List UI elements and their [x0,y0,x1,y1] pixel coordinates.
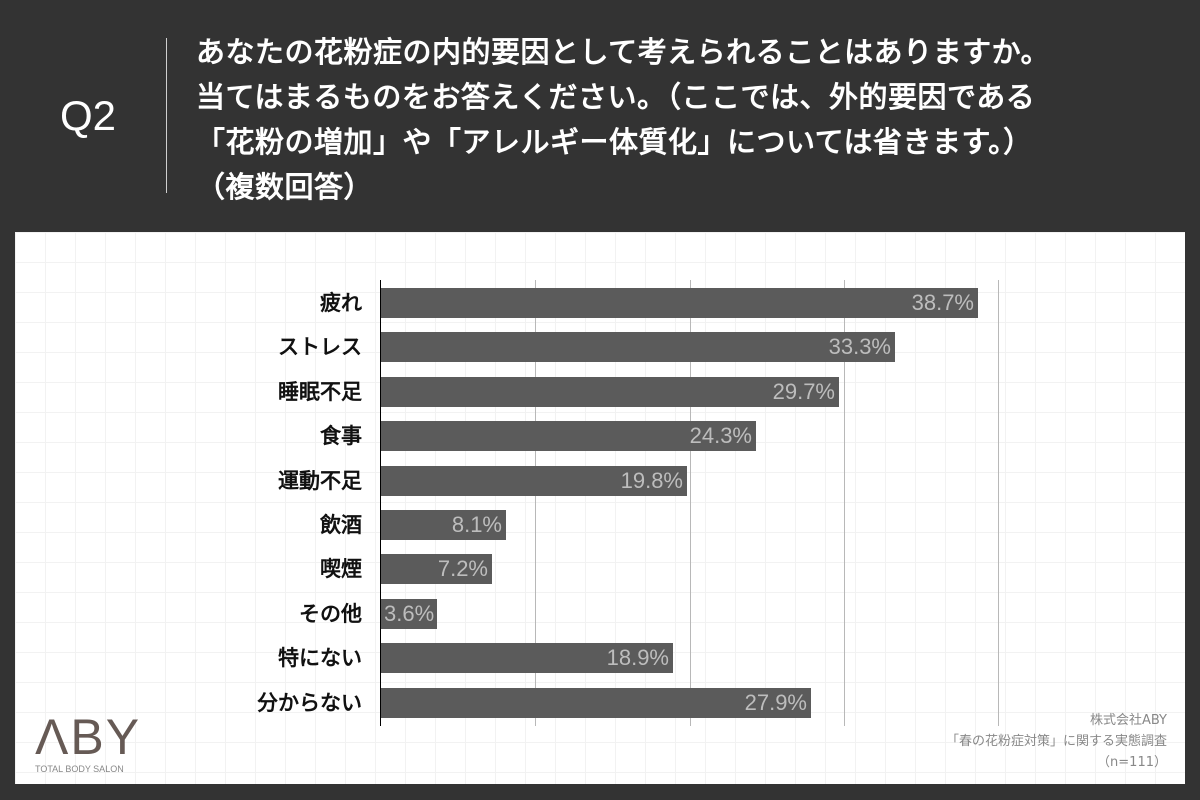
header-divider [166,38,167,193]
bar-value-label: 33.3% [828,334,891,359]
aby-logo: ΛBY TOTAL BODY SALON [35,712,141,774]
gridline [844,280,845,726]
bar-value-label: 27.9% [744,690,807,715]
source-sample: （n=111） [1097,755,1167,770]
category-label: 飲酒 [320,513,362,537]
category-label: 食事 [320,424,362,448]
source-company: 株式会社ABY [1089,713,1167,728]
question-line: 当てはまるものをお答えください。（ここでは、外的要因である [196,80,1036,114]
bar-value-label: 24.3% [689,423,752,448]
bar [381,554,492,584]
y-axis-line [380,280,381,726]
bar-value-label: 3.6% [384,601,435,626]
bar-value-label: 18.9% [606,645,669,670]
source-survey: 「春の花粉症対策」に関する実態調査 [945,734,1167,749]
bar [381,421,756,451]
bar-value-label: 19.8% [620,468,683,493]
source-note: 株式会社ABY 「春の花粉症対策」に関する実態調査 （n=111） [946,710,1167,773]
bar [381,332,895,362]
bar-value-label: 29.7% [772,379,835,404]
category-label: 喫煙 [320,557,362,581]
category-label: 分からない [257,691,362,715]
question-line: あなたの花粉症の内的要因として考えられることはありますか。 [196,35,1051,69]
gridline [690,280,691,726]
bar [381,288,978,318]
bar-value-label: 7.2% [437,556,488,581]
question-text: あなたの花粉症の内的要因として考えられることはありますか。 当てはまるものをお答… [196,30,1186,210]
bar-value-label: 8.1% [451,512,502,537]
question-number: Q2 [60,92,117,139]
category-label: 特にない [278,646,362,670]
category-label: 睡眠不足 [278,380,362,404]
gridline [998,280,999,726]
bar [381,688,811,718]
bar [381,510,506,540]
bar [381,466,687,496]
bar [381,599,437,629]
logo-subtitle: TOTAL BODY SALON [35,764,124,774]
bar [381,643,673,673]
chart-panel [15,232,1185,784]
category-label: ストレス [278,335,362,359]
gridline [535,280,536,726]
bar-value-label: 38.7% [911,290,974,315]
category-label: 疲れ [320,291,362,315]
question-header: Q2 あなたの花粉症の内的要因として考えられることはありますか。 当てはまるもの… [0,0,1200,228]
question-line: 「花粉の増加」や「アレルギー体質化」については省きます。） [196,125,1033,159]
logo-mark: ΛBY [35,709,142,765]
bar [381,377,839,407]
category-label: 運動不足 [278,469,362,493]
category-label: その他 [299,602,362,626]
question-line: （複数回答） [196,170,374,204]
